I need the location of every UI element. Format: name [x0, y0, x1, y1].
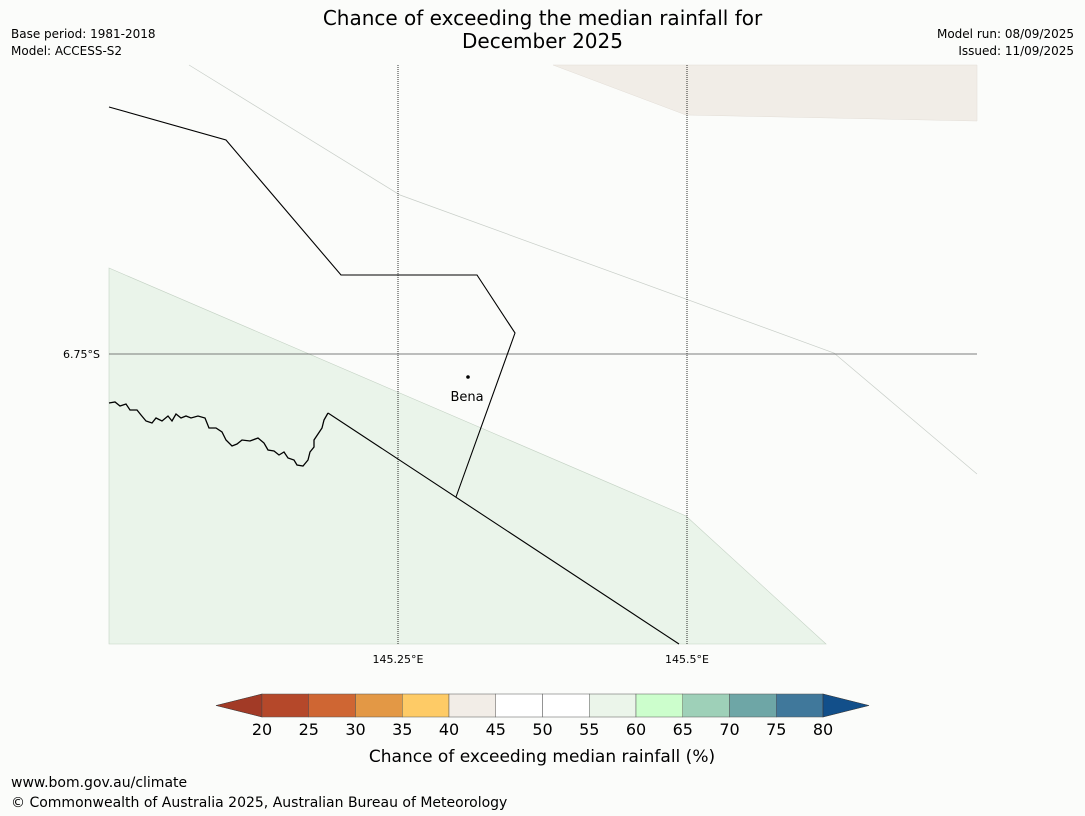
colorbar-tick-label: 75 [766, 720, 786, 739]
colorbar-swatch [402, 693, 450, 718]
colorbar-swatch [635, 693, 683, 718]
river-line [108, 401, 329, 467]
colorbar-tick-label: 55 [579, 720, 599, 739]
base-period: Base period: 1981-2018 [11, 27, 156, 41]
title-line-2: December 2025 [462, 29, 623, 53]
colorbar-swatch [308, 693, 356, 718]
title-line-1: Chance of exceeding the median rainfall … [322, 6, 763, 30]
colorbar-swatch [776, 693, 824, 718]
map-area: Bena [108, 64, 978, 645]
contour-line [188, 64, 978, 475]
map-title: Chance of exceeding the median rainfall … [0, 7, 1085, 53]
issued-date: Issued: 11/09/2025 [958, 44, 1074, 58]
colorbar: 20 25 30 35 40 45 50 55 60 65 70 75 80 [215, 693, 870, 739]
colorbar-swatch [355, 693, 403, 718]
lon-label-2: 145.5°E [665, 653, 709, 666]
colorbar-swatch [589, 693, 637, 718]
colorbar-tick-label: 60 [626, 720, 646, 739]
region-40-45 [552, 64, 978, 122]
colorbar-swatch [729, 693, 777, 718]
colorbar-extend-high [822, 693, 870, 718]
place-marker-bena [466, 375, 470, 379]
colorbar-tick-label: 45 [486, 720, 506, 739]
model-run: Model run: 08/09/2025 [936, 27, 1074, 41]
district-boundary [108, 106, 516, 498]
colorbar-tick-label: 70 [719, 720, 739, 739]
colorbar-title: Chance of exceeding median rainfall (%) [369, 747, 715, 767]
colorbar-swatch [542, 693, 590, 718]
colorbar-tick-label: 25 [299, 720, 319, 739]
lon-label-1: 145.25°E [373, 653, 424, 666]
colorbar-tick-label: 40 [439, 720, 459, 739]
colorbar-swatch [448, 693, 496, 718]
place-label-bena: Bena [450, 390, 483, 405]
colorbar-tick-label: 50 [532, 720, 552, 739]
colorbar-swatch [261, 693, 309, 718]
meta-right: Model run: 08/09/2025 Issued: 11/09/2025 [937, 26, 1074, 60]
colorbar-tick-label: 20 [252, 720, 272, 739]
model-name: Model: ACCESS-S2 [11, 44, 123, 58]
colorbar-extend-low [215, 693, 263, 718]
colorbar-tick-label: 65 [673, 720, 693, 739]
meta-left: Base period: 1981-2018 Model: ACCESS-S2 [11, 26, 156, 60]
colorbar-tick-label: 80 [813, 720, 833, 739]
footer-url: www.bom.gov.au/climate [11, 775, 188, 791]
colorbar-swatch [682, 693, 730, 718]
province-boundary [327, 412, 680, 645]
colorbar-tick-label: 30 [345, 720, 365, 739]
region-55-60 [108, 267, 827, 645]
footer-copyright: © Commonwealth of Australia 2025, Austra… [11, 795, 508, 811]
lat-label: 6.75°S [63, 348, 100, 361]
colorbar-tick-label: 35 [392, 720, 412, 739]
colorbar-swatch [495, 693, 543, 718]
